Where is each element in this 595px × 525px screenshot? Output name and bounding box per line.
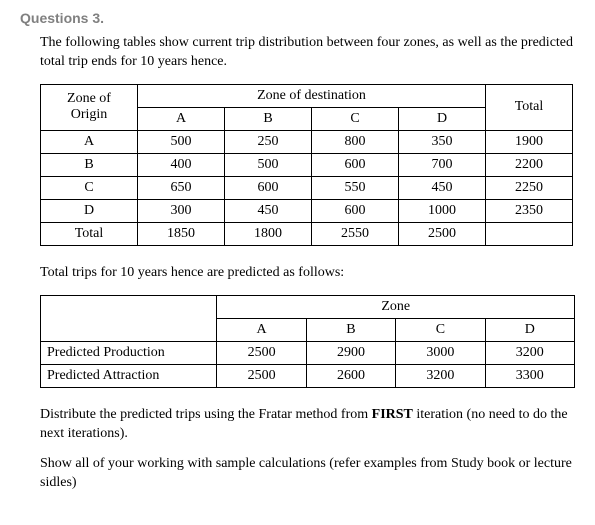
instruction-1: Distribute the predicted trips using the… (40, 406, 575, 444)
predicted-trips-table: Zone A B C D Predicted Production 2500 2… (40, 295, 575, 388)
row-label: Predicted Attraction (41, 364, 217, 387)
row-total: 2250 (486, 176, 573, 199)
table-row: Predicted Attraction 2500 2600 3200 3300 (41, 364, 575, 387)
row-zone: D (41, 199, 138, 222)
table-row: C 650 600 550 450 2250 (41, 176, 573, 199)
table-total-row: Total 1850 1800 2550 2500 (41, 222, 573, 245)
cell: 500 (138, 130, 225, 153)
trip-distribution-table: Zone of Origin Zone of destination Total… (40, 84, 573, 246)
instruction-2: Show all of your working with sample cal… (40, 455, 575, 493)
row-total: 1900 (486, 130, 573, 153)
cell: 600 (312, 153, 399, 176)
p1b-bold: FIRST (372, 407, 413, 422)
total-label: Total (41, 222, 138, 245)
cell: 2500 (217, 341, 306, 364)
cell: 1000 (399, 199, 486, 222)
cell: 600 (312, 199, 399, 222)
cell: 400 (138, 153, 225, 176)
zone-header: Zone (217, 295, 575, 318)
cell: 500 (225, 153, 312, 176)
cell: 600 (225, 176, 312, 199)
col-header: B (306, 318, 395, 341)
col-header: A (217, 318, 306, 341)
cell: 300 (138, 199, 225, 222)
cell: 800 (312, 130, 399, 153)
destination-header: Zone of destination (138, 84, 486, 107)
col-header: D (399, 107, 486, 130)
empty-cell (486, 222, 573, 245)
cell: 650 (138, 176, 225, 199)
col-total: 2500 (399, 222, 486, 245)
row-zone: C (41, 176, 138, 199)
cell: 700 (399, 153, 486, 176)
col-total: 2550 (312, 222, 399, 245)
col-header: C (396, 318, 485, 341)
table-row: Predicted Production 2500 2900 3000 3200 (41, 341, 575, 364)
cell: 450 (225, 199, 312, 222)
cell: 3200 (485, 341, 574, 364)
p1a: Distribute the predicted trips using the… (40, 407, 372, 422)
row-total: 2350 (486, 199, 573, 222)
cell: 350 (399, 130, 486, 153)
question-heading: Questions 3. (20, 10, 575, 26)
cell: 450 (399, 176, 486, 199)
cell: 2500 (217, 364, 306, 387)
cell: 2900 (306, 341, 395, 364)
total-header: Total (486, 84, 573, 130)
col-total: 1800 (225, 222, 312, 245)
row-total: 2200 (486, 153, 573, 176)
col-header: D (485, 318, 574, 341)
row-zone: B (41, 153, 138, 176)
table-row: A 500 250 800 350 1900 (41, 130, 573, 153)
row-zone: A (41, 130, 138, 153)
cell: 3300 (485, 364, 574, 387)
origin-header: Zone of Origin (41, 84, 138, 130)
cell: 2600 (306, 364, 395, 387)
row-label: Predicted Production (41, 341, 217, 364)
blank-header (41, 295, 217, 341)
intro-text: The following tables show current trip d… (40, 34, 575, 72)
col-header: A (138, 107, 225, 130)
col-total: 1850 (138, 222, 225, 245)
col-header: C (312, 107, 399, 130)
mid-text: Total trips for 10 years hence are predi… (40, 264, 575, 283)
cell: 3000 (396, 341, 485, 364)
col-header: B (225, 107, 312, 130)
cell: 250 (225, 130, 312, 153)
cell: 550 (312, 176, 399, 199)
cell: 3200 (396, 364, 485, 387)
table-row: B 400 500 600 700 2200 (41, 153, 573, 176)
table-row: D 300 450 600 1000 2350 (41, 199, 573, 222)
